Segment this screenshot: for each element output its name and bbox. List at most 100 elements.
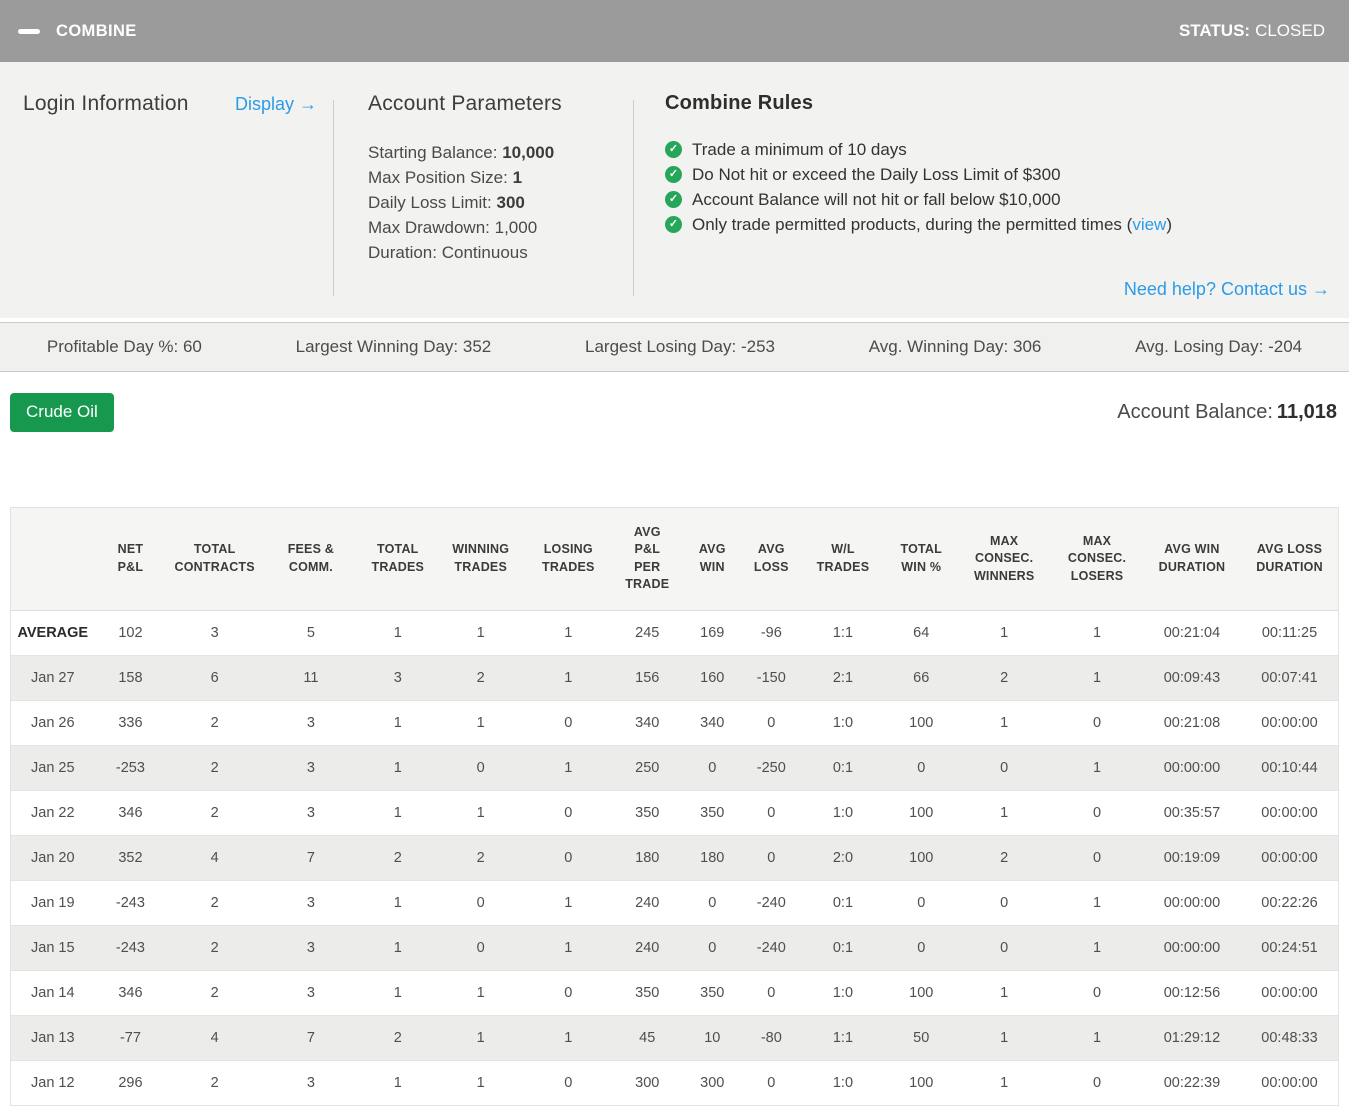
table-cell: 336	[94, 700, 167, 746]
table-cell: 350	[682, 790, 743, 836]
table-cell: 346	[94, 790, 167, 836]
display-link[interactable]: Display →	[234, 94, 317, 114]
table-cell: 0	[682, 880, 743, 926]
table-cell: 1	[957, 700, 1052, 746]
rule-item: ✓ Only trade permitted products, during t…	[665, 212, 1330, 237]
table-cell: -77	[94, 1015, 167, 1061]
table-cell: 5	[263, 610, 359, 656]
table-cell: 1:0	[800, 790, 886, 836]
table-cell: 2	[957, 835, 1052, 881]
daily-stats-bar: Profitable Day %: 60 Largest Winning Day:…	[0, 322, 1349, 372]
table-cell: 00:00:00	[1241, 970, 1338, 1016]
table-cell: 00:24:51	[1241, 925, 1338, 971]
table-cell: 00:00:00	[1142, 925, 1242, 971]
table-cell: 1	[1051, 880, 1143, 926]
column-header: FEES & COMM.	[263, 508, 359, 611]
rule-item: ✓ Do Not hit or exceed the Daily Loss Lim…	[665, 162, 1330, 187]
row-label: AVERAGE	[11, 610, 95, 656]
table-cell: 1:0	[800, 1060, 886, 1106]
table-cell: 2	[957, 655, 1052, 701]
table-cell: 1	[436, 970, 525, 1016]
table-cell: 0	[1051, 835, 1143, 881]
view-link[interactable]: view	[1132, 215, 1167, 234]
table-cell: 3	[263, 1060, 359, 1106]
table-cell: -240	[742, 880, 801, 926]
table-cell: 7	[263, 835, 359, 881]
column-header: TOTAL TRADES	[358, 508, 437, 611]
table-cell: 2	[166, 970, 264, 1016]
combine-header-bar: COMBINE STATUS: CLOSED	[0, 0, 1349, 62]
table-cell: 0	[885, 745, 958, 791]
table-cell: 240	[612, 925, 683, 971]
table-cell: -250	[742, 745, 801, 791]
table-cell: 100	[885, 835, 958, 881]
table-row: AVERAGE 102 3 5 1 1 1 245 169 -96 1:1 64 1 1 00:21:04 0…	[11, 610, 1338, 656]
table-cell: -253	[94, 745, 167, 791]
table-cell: 1	[358, 790, 437, 836]
table-cell: 1	[957, 970, 1052, 1016]
table-cell: 1	[524, 925, 613, 971]
table-cell: 0	[742, 970, 801, 1016]
table-cell: 340	[682, 700, 743, 746]
table-cell: 0	[957, 745, 1052, 791]
table-cell: 0	[742, 1060, 801, 1106]
table-cell: 00:48:33	[1241, 1015, 1338, 1061]
table-cell: 180	[612, 835, 683, 881]
table-cell: 00:35:57	[1142, 790, 1242, 836]
table-cell: -243	[94, 880, 167, 926]
divider	[633, 100, 634, 296]
parameter-item: Max Position Size: 1	[368, 168, 523, 187]
table-cell: 0	[524, 790, 613, 836]
table-cell: 1	[957, 1060, 1052, 1106]
table-cell: 2:0	[800, 835, 886, 881]
table-cell: 2	[166, 1060, 264, 1106]
rule-item: ✓ Trade a minimum of 10 days	[665, 137, 1330, 162]
minus-icon[interactable]	[16, 18, 42, 44]
table-row: Jan 26 336 2 3 1 1 0 340 340 0 1:0 100 1 0 00:21:08 00:…	[11, 700, 1338, 746]
table-row: Jan 22 346 2 3 1 1 0 350 350 0 1:0 100 1 0 00:35:57 00:…	[11, 790, 1338, 836]
table-cell: -243	[94, 925, 167, 971]
account-balance-value: 11,018	[1276, 401, 1337, 423]
table-cell: 2	[166, 745, 264, 791]
product-balance-row: Crude Oil Account Balance: 11,018	[0, 372, 1349, 432]
row-label: Jan 26	[11, 700, 95, 746]
table-cell: 1	[358, 745, 437, 791]
table-cell: 1	[358, 880, 437, 926]
table-cell: 1	[1051, 610, 1143, 656]
contact-us-link[interactable]: Need help? Contact us →	[1123, 279, 1330, 299]
table-cell: 100	[885, 700, 958, 746]
table-cell: 00:10:44	[1241, 745, 1338, 791]
stat-item: Largest Losing Day: -253	[585, 337, 775, 356]
table-cell: 340	[612, 700, 683, 746]
table-cell: 1	[358, 700, 437, 746]
table-row: Jan 14 346 2 3 1 1 0 350 350 0 1:0 100 1 0 00:12:56 00:…	[11, 970, 1338, 1016]
table-cell: 3	[358, 655, 437, 701]
table-cell: 1	[524, 1015, 613, 1061]
column-header: AVG P&L PER TRADE	[612, 508, 683, 611]
table-cell: 1	[436, 1015, 525, 1061]
column-header: WINNING TRADES	[436, 508, 525, 611]
table-cell: 245	[612, 610, 683, 656]
table-row: Jan 13 -77 4 7 2 1 1 45 10 -80 1:1 50 1 1 01:29:12 00:4…	[11, 1015, 1338, 1061]
table-cell: 00:21:04	[1142, 610, 1242, 656]
table-cell: 100	[885, 970, 958, 1016]
table-cell: 00:22:26	[1241, 880, 1338, 926]
table-cell: 156	[612, 655, 683, 701]
table-cell: 0	[742, 790, 801, 836]
table-cell: 1	[957, 610, 1052, 656]
row-label: Jan 15	[11, 925, 95, 971]
table-row: Jan 25 -253 2 3 1 0 1 250 0 -250 0:1 0 0 1 00:00:00 00:…	[11, 745, 1338, 791]
stat-item: Profitable Day %: 60	[46, 337, 202, 356]
table-cell: 0:1	[800, 880, 886, 926]
table-cell: 3	[263, 970, 359, 1016]
column-header: MAX CONSEC. LOSERS	[1051, 508, 1143, 611]
table-cell: 0	[682, 745, 743, 791]
column-header: AVG LOSS	[742, 508, 801, 611]
table-cell: 3	[263, 700, 359, 746]
table-row: Jan 20 352 4 7 2 2 0 180 180 0 2:0 100 2 0 00:19:09 00:…	[11, 835, 1338, 881]
table-cell: 0:1	[800, 745, 886, 791]
account-parameters-heading: Account Parameters	[368, 92, 562, 115]
row-label: Jan 22	[11, 790, 95, 836]
crude-oil-button[interactable]: Crude Oil	[10, 393, 114, 432]
table-cell: -150	[742, 655, 801, 701]
